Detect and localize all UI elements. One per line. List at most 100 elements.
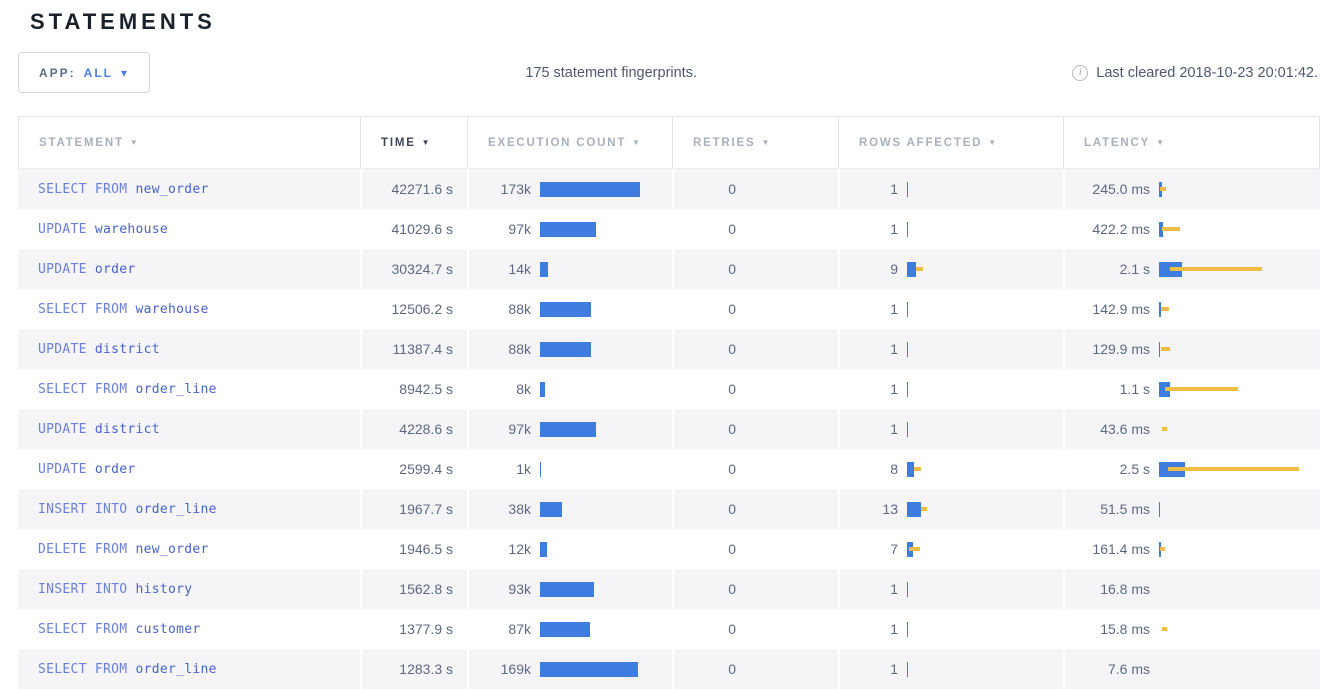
- column-header-statement[interactable]: STATEMENT ▼: [18, 116, 360, 169]
- std-dev-marker: [921, 507, 927, 511]
- retries-cell: 0: [672, 409, 838, 449]
- rows-affected-cell: 1: [838, 609, 1063, 649]
- retries-value: 0: [728, 621, 736, 637]
- statement-cell: INSERT INTO order_line: [18, 489, 360, 529]
- execution-count-bar-area: [540, 609, 672, 649]
- latency-bar-area: [1159, 489, 1320, 529]
- rows-affected-value: 1: [890, 421, 898, 437]
- rows-affected-value: 1: [890, 181, 898, 197]
- sort-descending-icon: ▼: [421, 137, 432, 147]
- execution-count-bar: [540, 341, 591, 357]
- statement-link[interactable]: SELECT FROM order_line: [38, 662, 217, 677]
- time-value: 1967.7 s: [360, 489, 467, 529]
- latency-value: 2.5 s: [1119, 461, 1150, 477]
- retries-cell: 0: [672, 209, 838, 249]
- column-header-retries[interactable]: RETRIES ▼: [672, 116, 838, 169]
- latency-bar-area: [1159, 289, 1320, 329]
- statement-link[interactable]: SELECT FROM customer: [38, 622, 201, 637]
- time-value: 4228.6 s: [360, 409, 467, 449]
- statement-link[interactable]: INSERT INTO order_line: [38, 502, 217, 517]
- statement-link[interactable]: UPDATE district: [38, 422, 160, 437]
- execution-count-cell: 8k: [467, 369, 672, 409]
- rows-affected-cell: 13: [838, 489, 1063, 529]
- latency-value: 51.5 ms: [1100, 501, 1150, 517]
- rows-affected-cell: 1: [838, 209, 1063, 249]
- statement-link[interactable]: UPDATE warehouse: [38, 222, 168, 237]
- rows-affected-bar-area: [907, 609, 1063, 649]
- rows-affected-cell: 1: [838, 569, 1063, 609]
- statement-cell: UPDATE order: [18, 449, 360, 489]
- execution-count-cell: 88k: [467, 329, 672, 369]
- statement-target: district: [94, 342, 160, 357]
- rows-affected-value: 1: [890, 581, 898, 597]
- column-header-latency[interactable]: LATENCY ▼: [1063, 116, 1320, 169]
- statement-target: district: [94, 422, 160, 437]
- latency-bar: [1159, 381, 1170, 397]
- statement-keyword: UPDATE: [38, 222, 87, 237]
- retries-value: 0: [728, 301, 736, 317]
- execution-count-bar-area: [540, 209, 672, 249]
- latency-bar: [1159, 221, 1163, 237]
- retries-cell: 0: [672, 449, 838, 489]
- last-cleared-text: Last cleared 2018-10-23 20:01:42.: [1096, 64, 1318, 81]
- time-value: 30324.7 s: [360, 249, 467, 289]
- column-header-label: RETRIES: [693, 136, 756, 149]
- rows-affected-value: 8: [890, 461, 898, 477]
- retries-value: 0: [728, 661, 736, 677]
- statement-target: warehouse: [135, 302, 209, 317]
- execution-count-bar: [540, 381, 545, 397]
- statement-target: new_order: [135, 542, 209, 557]
- execution-count-value: 87k: [508, 621, 531, 637]
- statement-link[interactable]: SELECT FROM new_order: [38, 182, 209, 197]
- statement-cell: SELECT FROM order_line: [18, 369, 360, 409]
- column-header-time[interactable]: TIME ▼: [360, 116, 467, 169]
- time-value: 12506.2 s: [360, 289, 467, 329]
- statement-count-summary: 175 statement fingerprints.: [525, 64, 697, 81]
- table-row: UPDATE warehouse 41029.6 s 97k 0 1 422.2 ms: [18, 209, 1320, 249]
- time-value: 8942.5 s: [360, 369, 467, 409]
- table-row: SELECT FROM order_line 1283.3 s 169k 0 1 7.6 …: [18, 649, 1320, 689]
- latency-cell: 2.1 s: [1063, 249, 1320, 289]
- statement-link[interactable]: SELECT FROM warehouse: [38, 302, 209, 317]
- latency-value: 1.1 s: [1119, 381, 1150, 397]
- time-value: 1562.8 s: [360, 569, 467, 609]
- execution-count-cell: 1k: [467, 449, 672, 489]
- retries-value: 0: [728, 501, 736, 517]
- table-row: UPDATE order 30324.7 s 14k 0 9 2.1 s: [18, 249, 1320, 289]
- execution-count-value: 8k: [516, 381, 531, 397]
- app-filter-dropdown[interactable]: APP: ALL ▾: [18, 52, 151, 93]
- table-row: UPDATE order 2599.4 s 1k 0 8 2.5 s: [18, 449, 1320, 489]
- rows-affected-bar-area: [907, 249, 1063, 289]
- table-row: SELECT FROM warehouse 12506.2 s 88k 0 1 142.9…: [18, 289, 1320, 329]
- execution-count-bar-area: [540, 249, 672, 289]
- rows-affected-bar: [907, 421, 908, 437]
- rows-affected-cell: 9: [838, 249, 1063, 289]
- latency-bar-area: [1159, 209, 1320, 249]
- rows-affected-value: 9: [890, 261, 898, 277]
- statement-link[interactable]: UPDATE order: [38, 262, 136, 277]
- latency-value: 245.0 ms: [1092, 181, 1150, 197]
- latency-cell: 422.2 ms: [1063, 209, 1320, 249]
- statement-target: history: [135, 582, 193, 597]
- execution-count-cell: 38k: [467, 489, 672, 529]
- execution-count-value: 88k: [508, 341, 531, 357]
- statement-link[interactable]: DELETE FROM new_order: [38, 542, 209, 557]
- retries-value: 0: [728, 341, 736, 357]
- sort-descending-icon: ▼: [129, 137, 140, 147]
- execution-count-value: 93k: [508, 581, 531, 597]
- statement-target: warehouse: [94, 222, 169, 237]
- std-dev-marker: [1161, 307, 1169, 311]
- latency-cell: 15.8 ms: [1063, 609, 1320, 649]
- statement-keyword: UPDATE: [38, 342, 87, 357]
- execution-count-bar-area: [540, 409, 672, 449]
- statement-link[interactable]: INSERT INTO history: [38, 582, 192, 597]
- info-icon[interactable]: i: [1072, 64, 1089, 81]
- column-header-execution-count[interactable]: EXECUTION COUNT ▼: [467, 116, 672, 169]
- statement-link[interactable]: SELECT FROM order_line: [38, 382, 217, 397]
- std-dev-marker: [1161, 347, 1170, 351]
- column-header-rows-affected[interactable]: ROWS AFFECTED ▼: [838, 116, 1063, 169]
- latency-bar-area: [1159, 609, 1320, 649]
- statement-link[interactable]: UPDATE order: [38, 462, 136, 477]
- statement-link[interactable]: UPDATE district: [38, 342, 160, 357]
- statement-cell: INSERT INTO history: [18, 569, 360, 609]
